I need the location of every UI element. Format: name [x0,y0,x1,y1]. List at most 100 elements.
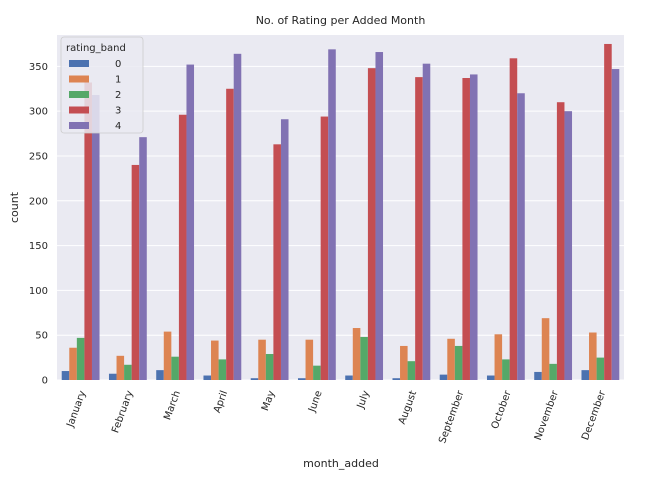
bar [549,363,557,380]
chart-title: No. of Rating per Added Month [256,14,426,27]
bar [345,375,353,380]
bar [596,357,605,380]
bar [415,77,423,381]
bar [280,119,289,380]
bar [84,82,92,381]
x-tick-label: August [397,389,419,426]
legend-swatch [69,91,89,98]
legend: rating_band 0 1 2 3 4 [60,36,144,134]
bar [517,93,525,380]
bar [258,339,266,380]
x-axis-label: month_added [303,457,379,470]
bar [91,95,100,380]
bar [163,331,172,380]
bar [305,339,314,380]
gridlines [57,65,624,381]
x-tick-label: January [65,389,89,429]
x-tick-label: June [307,389,325,414]
bar [502,359,510,380]
bar [407,361,416,380]
legend-label: 3 [115,106,121,117]
x-tick-label: April [212,389,230,414]
x-tick-label: December [580,388,608,441]
bar [139,137,147,380]
legend-swatch [69,106,89,114]
y-tick-label: 250 [29,151,48,162]
y-tick-label: 100 [29,286,48,297]
bar [297,378,306,380]
bar [211,340,219,380]
bar [454,345,463,380]
bar [375,52,384,380]
bar [447,338,455,380]
y-axis: 0 50 100 150 200 250 300 350 [29,62,48,387]
bar [124,364,132,380]
y-tick-label: 150 [29,241,48,252]
plot-area [57,35,624,380]
bar [422,63,431,381]
bar [218,359,227,380]
bar [400,345,408,380]
bar [233,53,242,380]
bar [273,144,281,380]
x-axis: January February March April May June July Augu… [65,388,609,445]
bar [313,365,321,380]
bar [556,102,565,381]
bar [367,68,376,380]
legend-label: 1 [115,75,121,86]
bar [494,334,503,380]
legend-label: 2 [115,90,121,101]
bar [108,373,117,380]
bars [61,43,620,381]
y-tick-label: 0 [42,376,48,387]
bar [541,318,550,380]
bar [131,164,140,380]
legend-swatch [69,75,89,83]
bar [226,88,234,381]
bar [265,354,274,380]
bar [564,111,573,381]
bar [604,43,612,381]
y-axis-label: count [8,191,21,223]
bar [462,78,470,380]
bar [186,64,195,380]
legend-label: 0 [115,59,121,70]
bar [61,371,70,380]
legend-swatch [69,122,89,129]
x-tick-label: October [490,388,514,430]
bar [76,337,85,380]
x-tick-label: September [437,388,467,445]
bar [203,375,212,380]
x-tick-label: May [260,389,277,412]
bar [328,49,336,381]
bar [156,370,164,380]
bar [439,374,448,380]
legend-title: rating_band [66,43,126,54]
legend-label: 4 [115,121,121,132]
bar [469,74,478,381]
legend-swatch [69,60,89,67]
bar [392,378,401,380]
x-tick-label: February [110,389,136,434]
bar [581,370,590,380]
x-tick-label: March [162,389,183,421]
bar [250,378,259,380]
y-tick-label: 300 [29,107,48,118]
bar [589,332,597,380]
bar [486,375,495,380]
bar [178,114,187,380]
bar [171,356,179,380]
y-tick-label: 350 [29,62,48,73]
x-tick-label: July [355,389,372,411]
x-tick-label: November [533,388,561,441]
bar [611,69,620,381]
bar [69,347,77,380]
bar [116,355,125,380]
y-tick-label: 50 [35,331,48,342]
bar [352,328,361,380]
bar [360,336,368,380]
bar [534,371,542,380]
bar [320,116,329,381]
